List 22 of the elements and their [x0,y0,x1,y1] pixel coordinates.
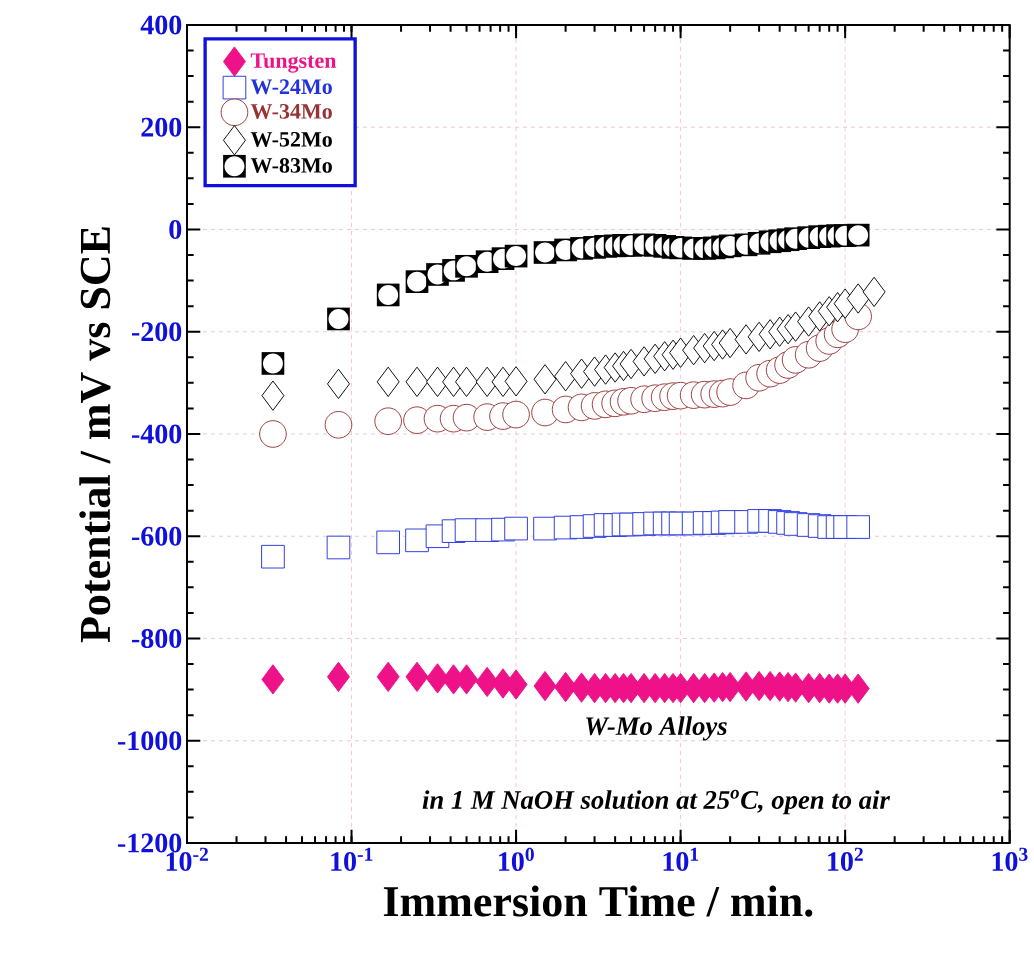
y-tick-label: 0 [169,220,182,239]
x-tick-label: 10$^{1}$ [663,847,699,871]
y-tick-label: -1000 [117,731,182,751]
x-axis-title: Immersion Time / min. [383,885,813,917]
legend-label: W-34Mo [250,103,332,119]
legend-label: W-52Mo [250,131,332,147]
legend-label: W-24Mo [250,79,332,95]
x-tick-label: 10$^{-1}$ [331,847,373,871]
legend-label: W-83Mo [250,157,332,173]
y-tick-label: 400 [140,15,182,35]
x-tick-label: 10$^{0}$ [499,847,534,872]
legend-label: Tungsten [250,53,337,73]
x-tick-label: 10$^{2}$ [828,847,863,871]
y-tick-label: -600 [131,526,182,546]
y-tick-label: -800 [131,629,182,648]
x-tick-label: 10$^{3}$ [992,847,1028,871]
annotation: W-Mo Alloys [586,716,727,741]
y-tick-label: 200 [141,117,182,137]
annotation: in 1 M NaOH solution at 25$^{o}$C, open to air [422,789,891,815]
y-tick-label: -400 [131,424,182,444]
y-tick-label: -200 [131,322,182,342]
y-axis-title: Potential / mV vs SCE [79,227,111,643]
